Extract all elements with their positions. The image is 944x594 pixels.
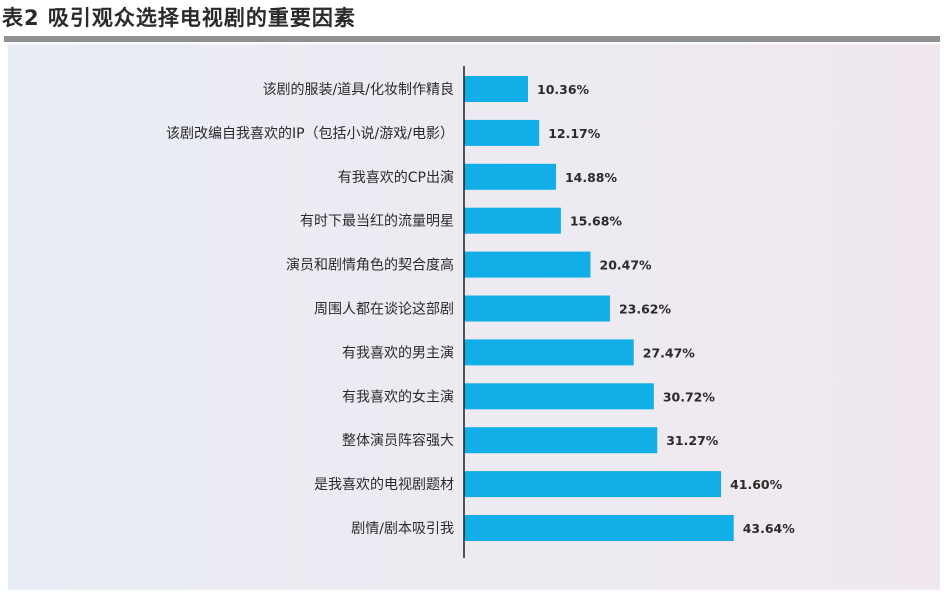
bar xyxy=(464,76,529,102)
chart-area: 该剧的服装/道具/化妆制作精良 10.36% 该剧改编自我喜欢的IP（包括小说/游戏… xyxy=(8,44,940,590)
value-label: 27.47% xyxy=(643,345,696,360)
bar xyxy=(464,295,610,322)
value-label: 23.62% xyxy=(619,302,672,317)
value-label: 31.27% xyxy=(666,433,719,448)
category-label: 演员和剧情角色的契合度高 xyxy=(286,257,454,274)
bar xyxy=(464,119,540,146)
category-label: 整体演员阵容强大 xyxy=(342,432,454,449)
category-label: 有我喜欢的女主演 xyxy=(342,388,454,405)
category-label: 该剧改编自我喜欢的IP（包括小说/游戏/电影） xyxy=(166,126,454,142)
value-label: 43.64% xyxy=(743,521,796,536)
value-label: 14.88% xyxy=(565,170,618,185)
title-divider xyxy=(4,36,940,42)
bar xyxy=(464,163,556,190)
category-label: 有我喜欢的男主演 xyxy=(342,345,454,361)
bar xyxy=(464,471,722,498)
category-label: 周围人都在谈论这部剧 xyxy=(314,301,454,318)
value-label: 12.17% xyxy=(548,126,601,141)
bar-chart: 该剧的服装/道具/化妆制作精良 10.36% 该剧改编自我喜欢的IP（包括小说/游戏… xyxy=(8,44,940,590)
category-label: 有时下最当红的流量明星 xyxy=(300,214,454,230)
bar xyxy=(464,383,654,410)
bar xyxy=(464,427,658,454)
category-label: 是我喜欢的电视剧题材 xyxy=(314,477,454,493)
bar xyxy=(464,339,634,366)
bar xyxy=(464,251,591,278)
chart-title: 表2 吸引观众选择电视剧的重要因素 xyxy=(2,6,356,30)
category-label: 剧情/剧本吸引我 xyxy=(351,521,454,537)
category-label: 该剧的服装/道具/化妆制作精良 xyxy=(263,82,454,98)
value-label: 15.68% xyxy=(570,214,623,229)
value-label: 20.47% xyxy=(600,258,653,273)
bar xyxy=(464,515,734,541)
value-label: 41.60% xyxy=(730,477,783,492)
bar xyxy=(464,207,561,234)
value-label: 30.72% xyxy=(663,389,716,404)
value-label: 10.36% xyxy=(537,82,590,97)
category-label: 有我喜欢的CP出演 xyxy=(338,170,454,186)
